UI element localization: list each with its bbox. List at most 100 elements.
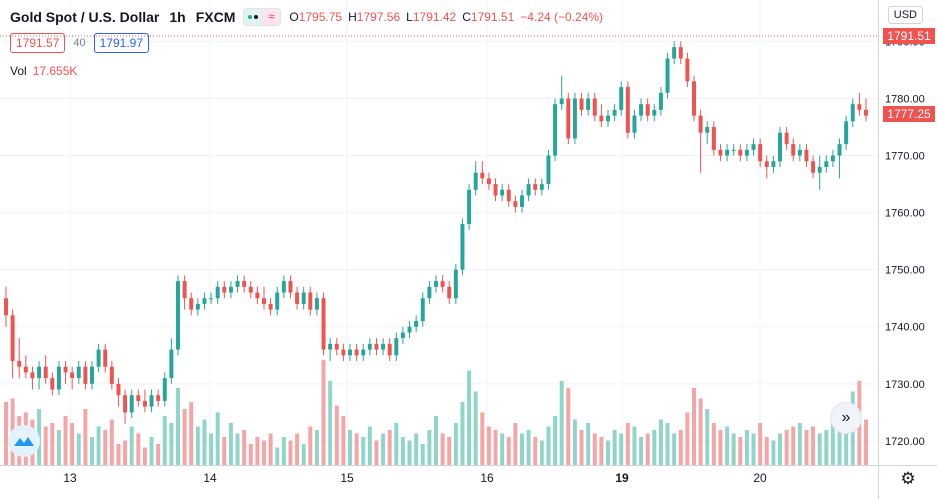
candle-body <box>513 201 518 207</box>
volume-bar <box>4 402 8 465</box>
volume-bar <box>566 388 571 465</box>
volume-bar <box>711 423 716 465</box>
candle-body <box>619 87 624 110</box>
volume-bar <box>658 419 663 465</box>
volume-bar <box>281 437 286 465</box>
ohlc-close: C1791.51 <box>462 10 515 24</box>
volume-bar <box>718 430 723 465</box>
volume-bar <box>797 423 802 465</box>
volume-bar <box>751 433 756 465</box>
candle-body <box>43 366 48 379</box>
volume-bar <box>738 437 743 465</box>
candle-body <box>215 286 220 299</box>
volume-bar <box>625 423 630 465</box>
symbol-name[interactable]: Gold Spot / U.S. Dollar <box>10 9 160 25</box>
candle-body <box>301 292 306 304</box>
volume-bar <box>136 433 141 465</box>
volume-bar <box>328 381 333 465</box>
volume-bar <box>387 430 392 465</box>
candle-body <box>705 127 710 133</box>
candle-body <box>321 298 326 350</box>
candle-body <box>50 378 55 390</box>
data-source: FXCM <box>195 9 236 25</box>
candle-body <box>30 372 35 379</box>
volume-bar <box>374 440 379 465</box>
candle-body <box>37 366 42 379</box>
volume-bar <box>467 370 472 465</box>
candle-body <box>658 92 663 110</box>
volume-bar <box>665 423 670 465</box>
approx-icon: ≈ <box>262 9 281 25</box>
currency-button[interactable]: USD <box>887 6 923 24</box>
candle-body <box>162 378 167 401</box>
volume-bar <box>275 447 280 465</box>
candle-body <box>63 366 68 373</box>
volume-bar <box>639 437 644 465</box>
volume-bar <box>791 426 796 465</box>
volume-bar <box>209 433 214 465</box>
candle-body <box>400 332 405 339</box>
volume-bar <box>830 423 835 465</box>
volume-bar <box>334 405 339 465</box>
interval[interactable]: 1h <box>169 9 186 25</box>
candle-body <box>506 189 511 202</box>
volume-bar <box>606 440 610 465</box>
candle-body <box>526 184 531 196</box>
tradingview-logo-icon[interactable] <box>8 425 40 457</box>
volume-label: Vol <box>10 64 27 78</box>
volume-bar <box>678 430 683 465</box>
candle-body <box>579 98 584 110</box>
candle-body <box>864 109 868 116</box>
volume-bar <box>672 433 677 465</box>
candle-body <box>374 343 379 350</box>
volume-bar <box>407 440 412 465</box>
gear-icon[interactable]: ⚙ <box>900 469 916 488</box>
volume-bar <box>480 412 485 465</box>
candle-body <box>606 115 610 122</box>
volume-bar <box>129 426 134 465</box>
candle-body <box>242 281 247 287</box>
candle-body <box>758 144 763 162</box>
chevron-double-right-icon: » <box>841 409 851 426</box>
volume-bar <box>83 409 88 465</box>
volume-bar <box>321 360 326 465</box>
volume-bar <box>559 381 564 465</box>
ohlc-high: H1797.56 <box>348 10 401 24</box>
volume-bars <box>4 360 868 465</box>
symbol-header: Gold Spot / U.S. Dollar 1h FXCM ≈ O1795.… <box>10 7 609 27</box>
volume-bar <box>427 430 432 465</box>
candle-body <box>189 298 194 310</box>
market-open-icon <box>244 9 263 25</box>
candle-body <box>275 292 280 310</box>
candle-body <box>744 149 749 156</box>
candle-body <box>678 47 683 59</box>
status-pill[interactable]: ≈ <box>243 8 282 26</box>
candle-body <box>850 104 855 122</box>
volume-bar <box>764 437 769 465</box>
buy-button[interactable]: 1791.97 <box>93 33 150 53</box>
volume-bar <box>354 433 359 465</box>
volume-value: 17.655K <box>32 64 78 78</box>
price-tick-label: 1770.00 <box>885 151 925 163</box>
candle-body <box>473 172 478 190</box>
candle-body <box>632 115 637 133</box>
candle-body <box>334 343 339 350</box>
candle-body <box>176 281 180 350</box>
time-tick-label: 15 <box>340 471 354 485</box>
candle-body <box>56 366 61 390</box>
candle-body <box>460 224 465 270</box>
scroll-to-realtime-button[interactable]: » <box>830 402 862 434</box>
candle-body <box>467 189 472 225</box>
sell-button[interactable]: 1791.57 <box>10 33 66 53</box>
volume-bar <box>50 423 55 465</box>
volume-bar <box>447 437 452 465</box>
candle-body <box>4 298 8 316</box>
volume-bar <box>824 430 829 465</box>
candle-body <box>533 184 538 190</box>
volume-bar <box>215 412 220 465</box>
volume-bar <box>308 426 313 465</box>
chart-grid <box>0 0 878 465</box>
candle-body <box>698 115 703 133</box>
